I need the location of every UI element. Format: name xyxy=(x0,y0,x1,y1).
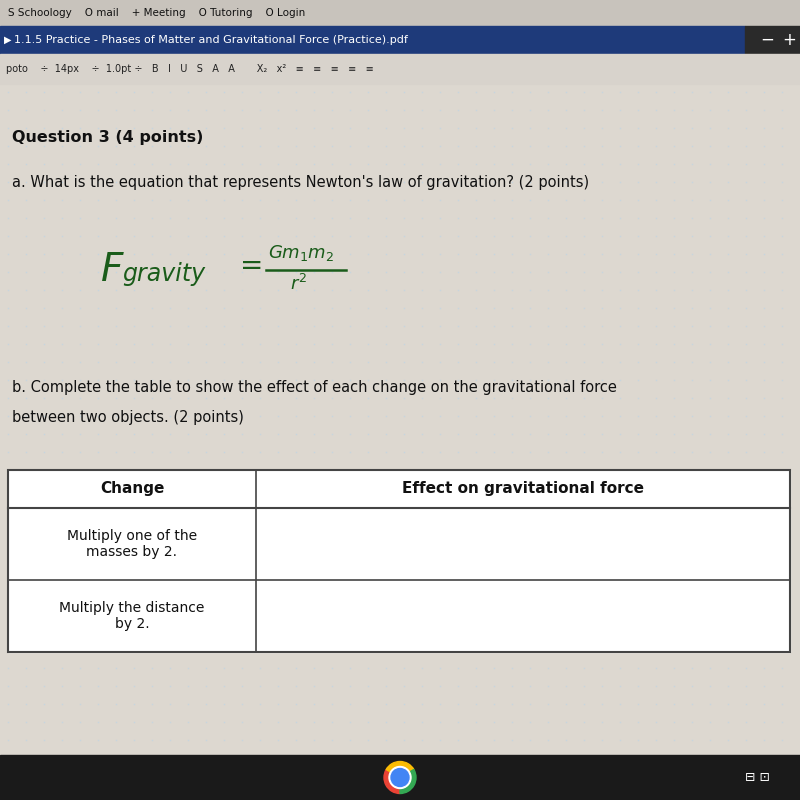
Text: a. What is the equation that represents Newton's law of gravitation? (2 points): a. What is the equation that represents … xyxy=(12,175,589,190)
Text: Multiply one of the
masses by 2.: Multiply one of the masses by 2. xyxy=(67,529,197,559)
Bar xyxy=(0,0,800,26)
Circle shape xyxy=(391,769,409,786)
Bar xyxy=(0,84,800,755)
Text: +: + xyxy=(782,31,796,49)
Circle shape xyxy=(389,766,411,789)
Bar xyxy=(0,54,800,84)
Text: Change: Change xyxy=(100,482,164,497)
Text: Question 3 (4 points): Question 3 (4 points) xyxy=(12,130,203,145)
Bar xyxy=(0,755,800,800)
Wedge shape xyxy=(400,770,416,794)
Text: $r^2$: $r^2$ xyxy=(290,274,307,294)
Text: Effect on gravitational force: Effect on gravitational force xyxy=(402,482,644,497)
Bar xyxy=(0,26,745,54)
Bar xyxy=(8,470,790,652)
Text: 1.1.5 Practice - Phases of Matter and Gravitational Force (Practice).pdf: 1.1.5 Practice - Phases of Matter and Gr… xyxy=(14,35,408,45)
Text: =: = xyxy=(240,252,263,280)
Text: b. Complete the table to show the effect of each change on the gravitational for: b. Complete the table to show the effect… xyxy=(12,380,617,395)
Text: $Gm_1m_2$: $Gm_1m_2$ xyxy=(268,243,334,263)
Wedge shape xyxy=(384,770,400,794)
Text: $\mathit{F}$: $\mathit{F}$ xyxy=(100,251,125,289)
Text: ▶: ▶ xyxy=(4,35,11,45)
Text: between two objects. (2 points): between two objects. (2 points) xyxy=(12,410,244,425)
Text: Multiply the distance
by 2.: Multiply the distance by 2. xyxy=(59,601,205,631)
Bar xyxy=(745,26,800,54)
Text: ⊟ ⊡: ⊟ ⊡ xyxy=(745,771,770,784)
Wedge shape xyxy=(386,762,414,778)
Text: gravity: gravity xyxy=(122,262,205,286)
Text: poto    ÷  14px    ÷  1.0pt ÷   B   I   U   S   A   A       X₂   x²   ≡   ≡   ≡ : poto ÷ 14px ÷ 1.0pt ÷ B I U S A A X₂ x² … xyxy=(6,64,374,74)
Text: −: − xyxy=(760,31,774,49)
Bar xyxy=(8,470,790,652)
Text: S Schoology    O mail    + Meeting    O Tutoring    O Login: S Schoology O mail + Meeting O Tutoring … xyxy=(8,8,306,18)
